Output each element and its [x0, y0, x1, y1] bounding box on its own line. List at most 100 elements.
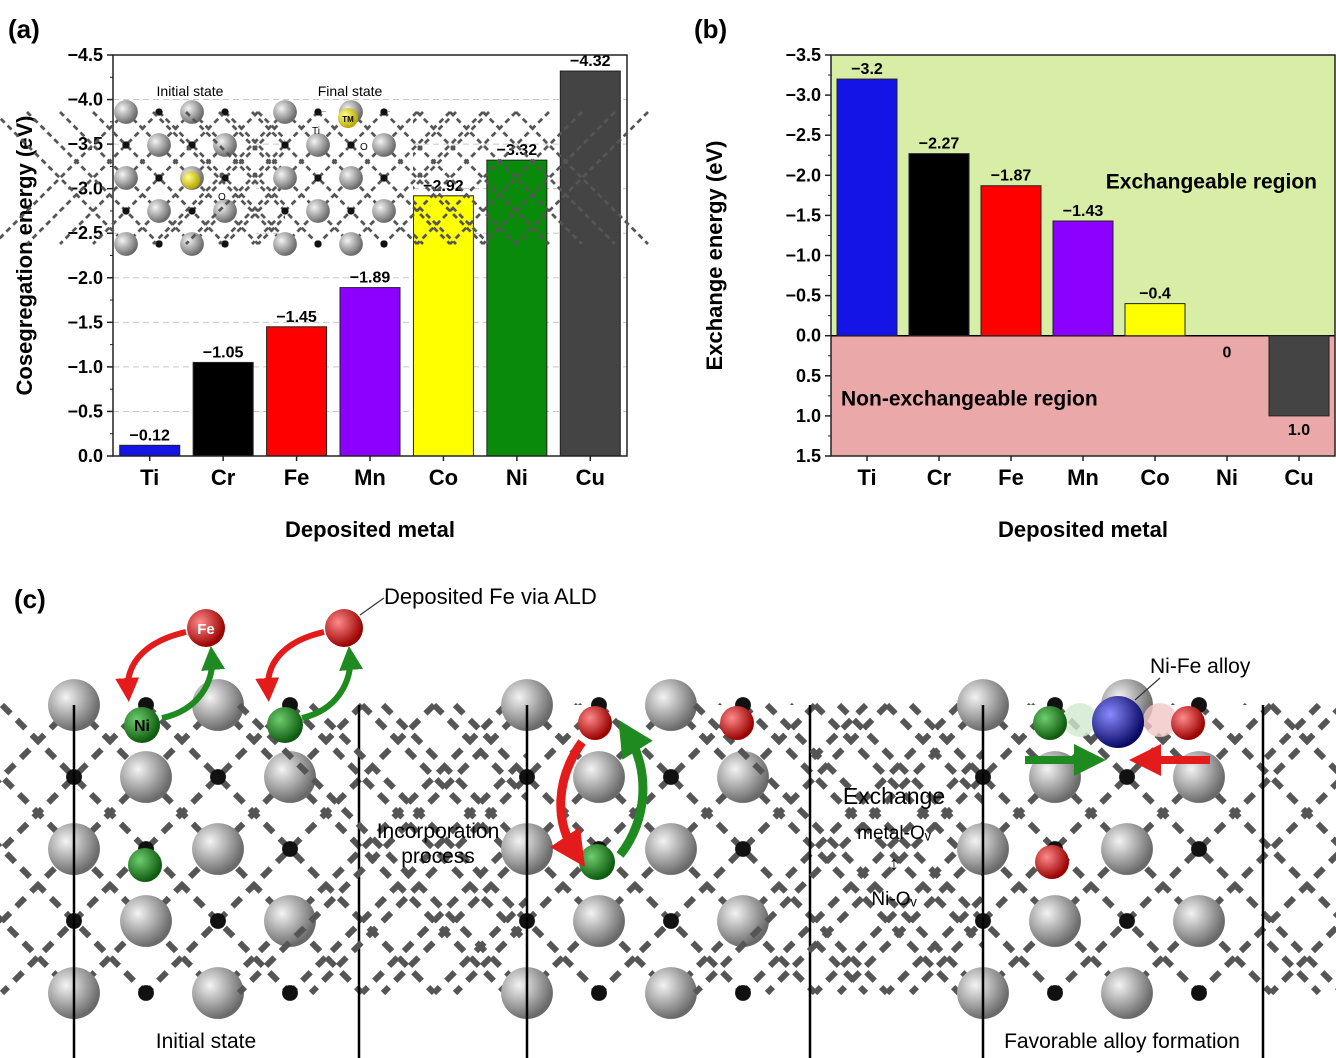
oxygen-atom — [281, 141, 289, 149]
x-axis-title: Deposited metal — [285, 517, 455, 542]
y-tick-label: −0.5 — [785, 286, 821, 306]
y-tick-label: −1.0 — [785, 246, 821, 266]
x-tick-label-mn: Mn — [354, 465, 386, 490]
bond — [482, 111, 616, 245]
bond — [143, 702, 437, 996]
bond — [980, 702, 1274, 996]
fe-atom-label: Fe — [197, 621, 215, 638]
fe-atom-1 — [187, 609, 225, 647]
lattice-atom — [180, 232, 204, 256]
region-1 — [831, 335, 1335, 456]
bond — [71, 702, 365, 996]
lattice-atom — [372, 133, 396, 157]
deposited-fe-label: Deposited Fe via ALD — [384, 584, 597, 609]
oxygen-atom — [347, 207, 355, 215]
oxygen-atom — [663, 913, 679, 929]
bond — [764, 702, 1058, 996]
deposited-leader-line — [359, 597, 385, 616]
ni-atom-label: Ni — [134, 718, 150, 735]
lattice-atom — [114, 100, 138, 124]
bond — [449, 111, 583, 245]
value-label-co: −0.4 — [1139, 286, 1171, 303]
bond — [482, 111, 616, 245]
inset-final-tm-atom — [338, 108, 358, 128]
inset-final-lattice — [152, 100, 649, 256]
ni-atom-bulk — [128, 848, 162, 882]
bond — [350, 111, 484, 245]
ni-atom-surface-2 — [267, 707, 303, 743]
y-tick-label: −3.0 — [785, 85, 821, 105]
bond — [0, 702, 293, 996]
oxygen-atom — [210, 913, 226, 929]
bond — [59, 111, 193, 245]
bond — [26, 111, 160, 245]
value-label-ni: 0 — [1223, 345, 1232, 362]
bond — [1196, 851, 1336, 996]
non-exchangeable-region-label: Non-exchangeable region — [841, 387, 1098, 410]
bar-cr — [192, 361, 254, 457]
bond — [215, 702, 509, 996]
y-tick-label: −4.5 — [67, 45, 103, 65]
oxygen-atom — [210, 769, 226, 785]
bond — [668, 702, 962, 996]
lattice-atom — [273, 232, 297, 256]
bond — [284, 111, 418, 245]
ni-atom-surface-1 — [124, 707, 160, 743]
bond — [308, 702, 602, 996]
bond — [0, 111, 127, 240]
bond — [152, 111, 286, 245]
lattice-atom — [1101, 823, 1153, 875]
bond — [1268, 702, 1336, 775]
bond — [596, 702, 890, 996]
bond — [92, 111, 226, 245]
y-tick-label: 0.5 — [796, 366, 821, 386]
ni-atom-subsurface — [579, 844, 615, 880]
exchange-arrow-red-2 — [255, 629, 325, 702]
value-label-ti: −0.12 — [129, 427, 170, 444]
lattice-atom — [213, 133, 237, 157]
bond — [452, 702, 746, 996]
bar-ti — [119, 444, 181, 457]
oxygen-atom — [188, 141, 196, 149]
inset-initial-tm-atom — [182, 171, 200, 189]
x-tick-label-ti: Ti — [140, 465, 159, 490]
value-label-fe: −1.87 — [991, 168, 1032, 185]
bond — [908, 702, 1202, 996]
bar-fe — [980, 185, 1042, 337]
lattice-atom — [717, 895, 769, 947]
bond — [0, 702, 149, 856]
lattice-atom — [645, 679, 697, 731]
lattice-atom — [147, 133, 171, 157]
value-label-cu: −4.32 — [570, 53, 611, 70]
bond — [125, 111, 259, 245]
value-label-mn: −1.43 — [1063, 203, 1104, 220]
lattice-atom — [1173, 895, 1225, 947]
bond — [416, 111, 550, 245]
bond — [158, 111, 292, 245]
exchange-label-line4: Ni-Oᵥ — [871, 889, 917, 910]
bond — [380, 702, 674, 996]
alloy-schematic: Ni Fe Deposited Fe via ALD Ni-Fe alloy Incor… — [0, 584, 1336, 1058]
lattice-atom — [120, 895, 172, 947]
lattice-atom — [306, 133, 330, 157]
x-tick-label-ni: Ni — [1216, 465, 1238, 490]
oxygen-atom — [282, 841, 298, 857]
oxygen-atom — [1119, 913, 1135, 929]
bar-ni — [486, 159, 548, 457]
value-label-cr: −2.27 — [919, 136, 960, 153]
bar-cu — [1268, 335, 1330, 417]
oxygen-atom — [221, 240, 229, 248]
ni-atom-alloy-side — [1033, 706, 1067, 740]
oxygen-atom — [122, 207, 130, 215]
bar-fe — [266, 326, 328, 457]
bond — [185, 111, 319, 245]
value-label-mn: −1.89 — [350, 270, 391, 287]
lattice-atom — [147, 199, 171, 223]
y-tick-label: −3.5 — [67, 134, 103, 154]
x-tick-label-fe: Fe — [284, 465, 310, 490]
bond — [215, 702, 509, 996]
bond — [416, 111, 550, 245]
bond — [218, 111, 352, 245]
lattice-atom — [645, 967, 697, 1019]
bond — [317, 111, 451, 245]
